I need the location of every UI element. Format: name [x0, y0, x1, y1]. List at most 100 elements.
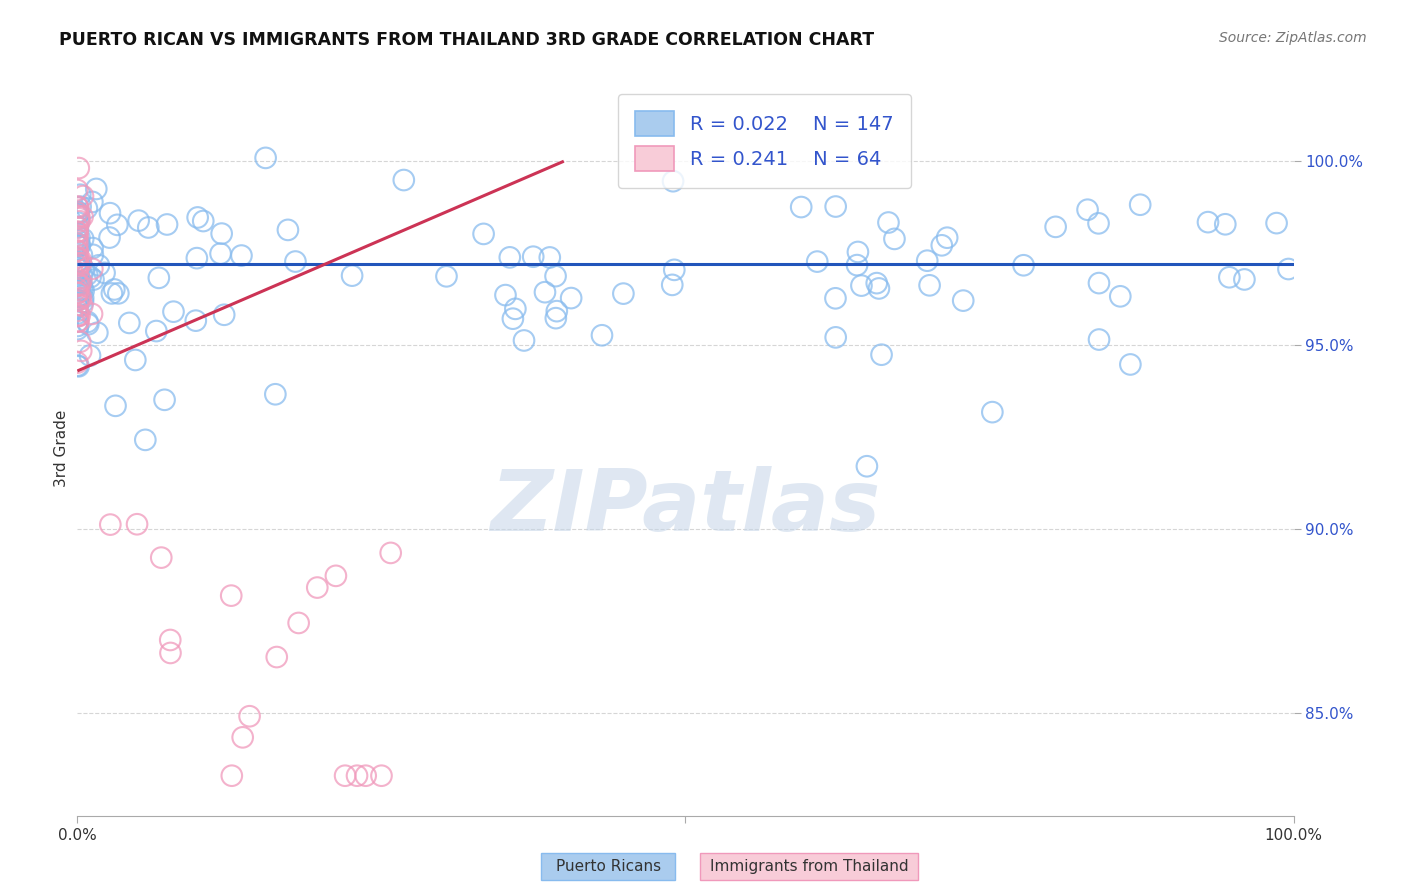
Point [231, 248, 253, 262]
Point [69, 292, 91, 306]
Point [66, 278, 89, 293]
Point [98, 206, 121, 220]
Point [76, 202, 98, 216]
Point [883, 232, 905, 246]
Point [66, 226, 89, 240]
Point [1265, 216, 1288, 230]
Point [325, 569, 347, 583]
Point [918, 278, 941, 293]
Point [915, 253, 938, 268]
Point [83, 272, 105, 286]
Point [67, 256, 90, 270]
Point [72, 189, 94, 203]
Point [148, 270, 170, 285]
Point [69, 187, 91, 202]
Point [69, 263, 91, 277]
Point [846, 244, 869, 259]
Point [66, 205, 89, 219]
Point [346, 769, 368, 783]
Point [284, 254, 307, 268]
Point [1088, 333, 1111, 347]
Point [69, 309, 91, 323]
Point [66, 260, 89, 275]
Point [212, 308, 235, 322]
Point [98, 230, 121, 244]
Point [70, 256, 93, 270]
Point [145, 324, 167, 338]
Point [67, 308, 90, 322]
Point [392, 173, 415, 187]
Point [69, 277, 91, 291]
Point [232, 731, 254, 745]
Point [824, 291, 846, 305]
Point [266, 650, 288, 665]
Point [66, 225, 89, 239]
Point [70, 291, 93, 305]
Point [66, 236, 89, 251]
Point [79, 270, 101, 285]
Point [184, 313, 207, 327]
Point [72, 210, 94, 224]
Point [436, 269, 458, 284]
Point [103, 282, 125, 296]
Point [931, 238, 953, 252]
Point [82, 248, 104, 262]
Text: ZIPatlas: ZIPatlas [491, 466, 880, 549]
Point [534, 285, 557, 300]
Point [499, 251, 522, 265]
Y-axis label: 3rd Grade: 3rd Grade [53, 409, 69, 487]
Point [82, 261, 104, 276]
Point [66, 285, 89, 300]
Point [67, 216, 90, 230]
Point [72, 282, 94, 296]
Point [1233, 272, 1256, 286]
Point [66, 183, 89, 197]
Point [560, 291, 582, 305]
Point [866, 276, 889, 290]
Point [612, 286, 634, 301]
Point [1087, 216, 1109, 230]
Point [66, 356, 89, 370]
Point [277, 223, 299, 237]
Point [82, 241, 104, 255]
Point [66, 220, 89, 235]
Point [69, 238, 91, 252]
Point [66, 304, 89, 318]
Point [69, 334, 91, 349]
Point [70, 343, 93, 358]
Point [472, 227, 495, 241]
Point [67, 200, 90, 214]
Point [239, 709, 262, 723]
Point [1012, 258, 1035, 272]
Point [66, 254, 89, 268]
Point [66, 322, 89, 336]
Point [67, 206, 90, 220]
Point [67, 260, 90, 274]
Point [187, 211, 209, 225]
Point [134, 433, 156, 447]
Point [790, 200, 813, 214]
Point [69, 237, 91, 252]
Point [67, 359, 90, 374]
Point [1088, 276, 1111, 290]
Point [69, 289, 91, 303]
Point [264, 387, 287, 401]
Text: Immigrants from Thailand: Immigrants from Thailand [710, 859, 908, 873]
Point [67, 201, 90, 215]
Point [66, 238, 89, 252]
Point [124, 353, 146, 368]
Point [66, 232, 89, 246]
Point [156, 218, 179, 232]
Point [162, 304, 184, 318]
Point [67, 315, 90, 329]
Point [66, 359, 89, 373]
Point [66, 225, 89, 239]
Point [66, 251, 89, 265]
Point [1129, 198, 1152, 212]
Point [856, 459, 879, 474]
Point [502, 311, 524, 326]
Point [67, 309, 90, 323]
Point [66, 318, 89, 333]
Point [66, 244, 89, 258]
Point [868, 281, 890, 295]
